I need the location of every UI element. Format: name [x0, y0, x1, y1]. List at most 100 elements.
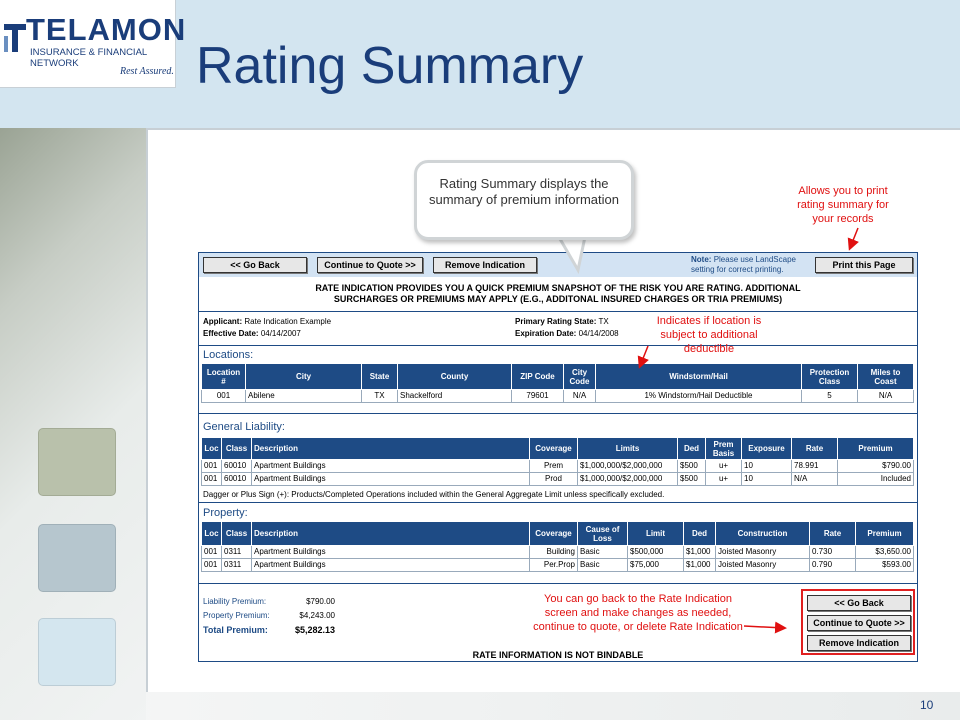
go-back-button[interactable]: << Go Back: [203, 257, 307, 273]
table-cell: Prod: [529, 472, 578, 486]
column-header: Coverage: [529, 521, 578, 546]
table-cell: 10: [741, 459, 792, 473]
table-cell: TX: [361, 389, 398, 403]
table-cell: 1% Windstorm/Hail Deductible: [595, 389, 802, 403]
logo-mark-icon: [4, 18, 26, 52]
remove-indication-button-bottom[interactable]: Remove Indication: [807, 635, 911, 651]
divider: [199, 502, 917, 503]
logo-subtitle: INSURANCE & FINANCIAL NETWORK: [30, 47, 147, 69]
column-header: Exposure: [741, 437, 792, 460]
effective-row: Effective Date: 04/14/2007: [203, 329, 301, 338]
table-cell: Apartment Buildings: [251, 472, 530, 486]
applicant-row: Applicant: Rate Indication Example: [203, 317, 331, 326]
print-page-button[interactable]: Print this Page: [815, 257, 913, 273]
property-table: Loc Class Description Coverage Cause of …: [201, 521, 914, 572]
continue-to-quote-button-bottom[interactable]: Continue to Quote >>: [807, 615, 911, 631]
table-cell: $1,000: [683, 545, 716, 559]
property-premium-value: $4,243.00: [299, 611, 335, 620]
table-cell: Prem: [529, 459, 578, 473]
table-row: 001 0311 Apartment Buildings Per.Prop Ba…: [201, 558, 914, 572]
table-cell: Shackelford: [397, 389, 512, 403]
column-header: Rate: [809, 521, 856, 546]
divider: [199, 345, 917, 346]
disclaimer: RATE INDICATION PROVIDES YOU A QUICK PRE…: [199, 283, 917, 305]
table-cell: $593.00: [855, 558, 914, 572]
table-cell: Abilene: [245, 389, 362, 403]
decorative-side-panel: [0, 128, 146, 720]
table-cell: $500: [677, 472, 706, 486]
column-header: Premium: [837, 437, 914, 460]
divider: [199, 311, 917, 312]
state-value: TX: [598, 317, 609, 326]
table-cell: 001: [201, 389, 246, 403]
column-header: Construction: [715, 521, 810, 546]
note-label: Note:: [691, 255, 712, 264]
column-header: State: [361, 363, 398, 390]
table-cell: Building: [529, 545, 578, 559]
header-band: TELAMON INSURANCE & FINANCIAL NETWORK Re…: [0, 0, 960, 128]
column-header: Ded: [677, 437, 706, 460]
column-header: Prem Basis: [705, 437, 742, 460]
print-callout: Allows you to print rating summary for y…: [797, 185, 889, 225]
expiration-value: 04/14/2008: [578, 329, 619, 338]
table-cell: 5: [801, 389, 858, 403]
column-header: Coverage: [529, 437, 578, 460]
table-cell: 001: [201, 472, 222, 486]
gl-footnote: Dagger or Plus Sign (+): Products/Comple…: [203, 490, 665, 499]
table-cell: $500: [677, 459, 706, 473]
deductible-callout: Indicates if location is subject to addi…: [656, 315, 762, 355]
table-cell: Joisted Masonry: [715, 558, 810, 572]
column-header: Limit: [627, 521, 684, 546]
column-header: Limits: [577, 437, 678, 460]
expiration-label: Expiration Date:: [515, 329, 577, 338]
table-row: 001 0311 Apartment Buildings Building Ba…: [201, 545, 914, 559]
table-row: 001 60010 Apartment Buildings Prem $1,00…: [201, 459, 914, 473]
table-cell: 001: [201, 459, 222, 473]
continue-to-quote-button[interactable]: Continue to Quote >>: [317, 257, 423, 273]
column-header: Description: [251, 437, 530, 460]
note-text: Please use LandScape setting for correct…: [691, 255, 796, 274]
back-callout: You can go back to the Rate Indication s…: [533, 593, 743, 633]
column-header: Miles to Coast: [857, 363, 914, 390]
decor-square-3: [38, 618, 116, 686]
table-cell: 0311: [221, 558, 252, 572]
column-header: City Code: [563, 363, 596, 390]
table-cell: Basic: [577, 545, 628, 559]
table-cell: $790.00: [837, 459, 914, 473]
table-cell: 79601: [511, 389, 564, 403]
telamon-logo: TELAMON INSURANCE & FINANCIAL NETWORK Re…: [0, 0, 185, 88]
disclaimer-line-1: RATE INDICATION PROVIDES YOU A QUICK PRE…: [315, 283, 801, 293]
effective-label: Effective Date:: [203, 329, 259, 338]
remove-indication-button[interactable]: Remove Indication: [433, 257, 537, 273]
column-header: Premium: [855, 521, 914, 546]
go-back-button-bottom[interactable]: << Go Back: [807, 595, 911, 611]
column-header: Description: [251, 521, 530, 546]
table-cell: 60010: [221, 459, 252, 473]
table-cell: $1,000,000/$2,000,000: [577, 459, 678, 473]
table-cell: $75,000: [627, 558, 684, 572]
table-cell: N/A: [563, 389, 596, 403]
table-cell: Apartment Buildings: [251, 459, 530, 473]
liability-premium-value: $790.00: [306, 597, 335, 606]
table-cell: Included: [837, 472, 914, 486]
table-cell: 10: [741, 472, 792, 486]
decor-square-2: [38, 524, 116, 592]
applicant-value: Rate Indication Example: [244, 317, 332, 326]
expiration-row: Expiration Date: 04/14/2008: [515, 329, 619, 338]
applicant-label: Applicant:: [203, 317, 243, 326]
table-cell: 001: [201, 545, 222, 559]
column-header: Class: [221, 521, 252, 546]
print-note: Note: Please use LandScape setting for c…: [691, 255, 811, 275]
bottom-actions-highlight: [801, 589, 915, 655]
page-title: Rating Summary: [196, 37, 584, 95]
table-row: 001 60010 Apartment Buildings Prod $1,00…: [201, 472, 914, 486]
table-cell: 001: [201, 558, 222, 572]
decor-square-1: [38, 428, 116, 496]
column-header: Windstorm/Hail: [595, 363, 802, 390]
divider: [199, 583, 917, 584]
property-premium-label: Property Premium:: [203, 611, 270, 620]
column-header: Ded: [683, 521, 716, 546]
state-label: Primary Rating State:: [515, 317, 597, 326]
column-header: Loc: [201, 437, 222, 460]
